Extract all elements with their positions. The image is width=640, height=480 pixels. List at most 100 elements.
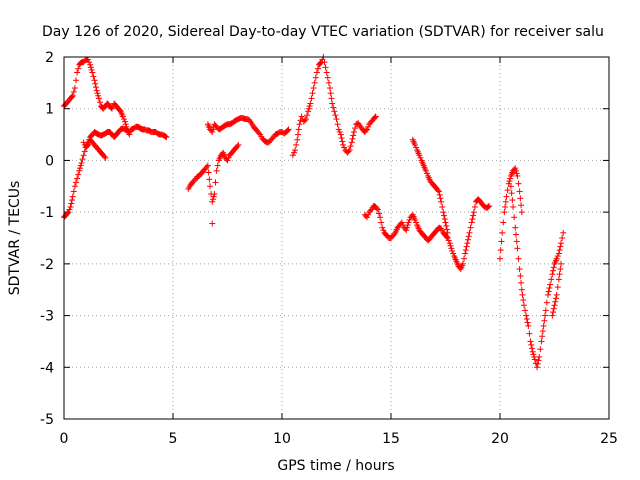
plot-area <box>61 54 567 371</box>
data-point <box>554 284 561 291</box>
data-point <box>513 238 520 245</box>
data-point <box>520 302 527 309</box>
data-point <box>413 219 420 226</box>
data-point <box>285 126 292 133</box>
data-point <box>68 93 75 100</box>
data-point <box>524 319 531 326</box>
data-point <box>210 193 217 200</box>
data-point <box>72 179 79 186</box>
data-point <box>75 65 82 72</box>
data-point <box>464 240 471 247</box>
data-point <box>526 330 533 337</box>
data-point <box>515 255 522 262</box>
data-point <box>434 187 441 194</box>
data-point <box>209 198 216 205</box>
data-point <box>513 170 520 177</box>
data-point <box>302 116 309 123</box>
data-point <box>95 92 102 99</box>
data-point <box>162 133 169 140</box>
data-point <box>377 214 384 221</box>
data-point <box>517 195 524 202</box>
data-point <box>101 153 108 160</box>
data-point <box>332 112 339 119</box>
data-point <box>550 309 557 316</box>
data-point <box>79 156 86 163</box>
data-point <box>66 206 73 213</box>
data-point <box>439 203 446 210</box>
data-point <box>212 179 219 186</box>
x-tick-label: 10 <box>273 431 291 447</box>
data-point <box>446 240 453 247</box>
data-point <box>84 142 91 149</box>
data-point <box>108 105 115 112</box>
data-point <box>463 243 470 250</box>
data-point <box>209 128 216 135</box>
data-point <box>528 341 535 348</box>
data-point <box>512 231 519 238</box>
data-point <box>523 312 530 319</box>
data-point <box>68 200 75 207</box>
data-point <box>542 307 549 314</box>
data-point <box>542 312 549 319</box>
data-point <box>538 338 545 345</box>
data-point <box>372 113 379 120</box>
data-point <box>512 165 519 172</box>
data-point <box>459 260 466 267</box>
data-point <box>551 302 558 309</box>
data-point <box>442 219 449 226</box>
data-point <box>539 328 546 335</box>
data-point <box>497 247 504 254</box>
data-point <box>391 231 398 238</box>
data-point <box>289 152 296 159</box>
data-point <box>126 131 133 138</box>
x-tick-label: 15 <box>382 431 400 447</box>
y-tick-label: -1 <box>40 205 54 221</box>
data-point <box>485 203 492 210</box>
data-point <box>120 116 127 123</box>
data-point <box>470 212 477 219</box>
data-point <box>328 95 335 102</box>
data-point <box>317 60 324 67</box>
data-point <box>323 69 330 76</box>
data-point <box>555 250 562 257</box>
x-tick-label: 25 <box>600 431 618 447</box>
data-point <box>338 135 345 142</box>
x-tick-label: 5 <box>169 431 178 447</box>
data-point <box>336 128 343 135</box>
data-point <box>295 126 302 133</box>
data-point <box>378 219 385 226</box>
data-point <box>436 191 443 198</box>
y-tick-label: -4 <box>40 360 54 376</box>
data-point <box>539 333 546 340</box>
data-point <box>437 195 444 202</box>
data-point <box>552 298 559 305</box>
data-point <box>543 299 550 306</box>
data-point <box>470 209 477 216</box>
data-point <box>87 64 94 71</box>
data-point <box>345 148 352 155</box>
data-point <box>518 279 525 286</box>
data-point <box>234 143 241 150</box>
data-point <box>209 196 216 203</box>
data-point <box>119 113 126 120</box>
data-point <box>298 113 305 120</box>
data-point <box>284 127 291 134</box>
data-point <box>90 73 97 80</box>
data-point <box>301 117 308 124</box>
data-point <box>443 226 450 233</box>
grid-lines <box>64 57 609 419</box>
data-point <box>553 291 560 298</box>
y-tick-label: 2 <box>45 50 54 66</box>
data-point <box>514 245 521 252</box>
data-point <box>206 176 213 183</box>
data-point <box>516 188 523 195</box>
y-tick-label: -3 <box>40 309 54 325</box>
data-point <box>70 188 77 195</box>
data-point <box>438 198 445 205</box>
data-point <box>376 210 383 217</box>
data-point <box>305 105 312 112</box>
data-point <box>554 253 561 260</box>
data-point <box>520 297 527 304</box>
data-point <box>70 88 77 95</box>
data-point <box>296 121 303 128</box>
